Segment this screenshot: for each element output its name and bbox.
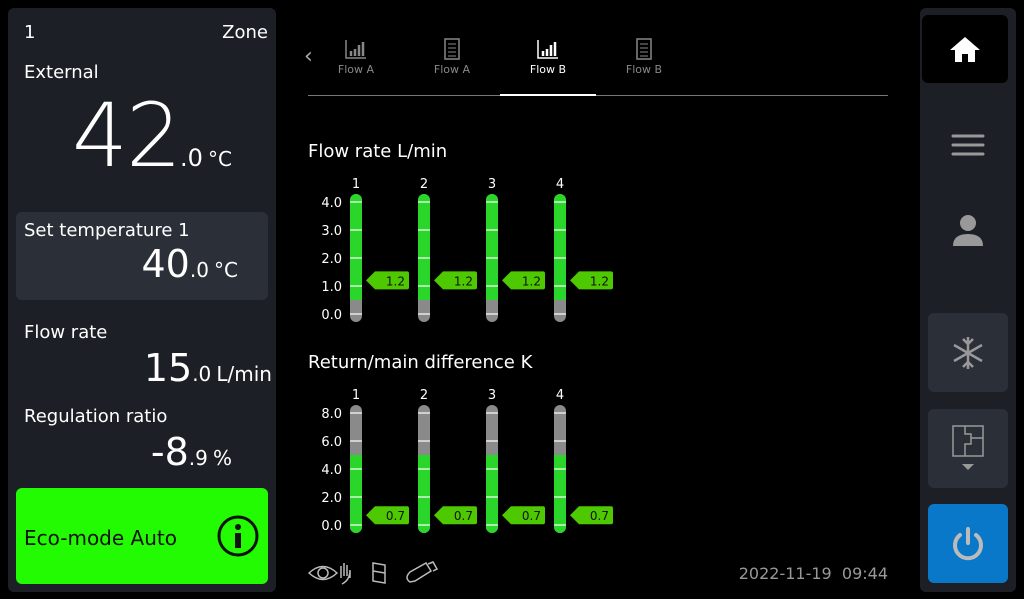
return-difference-chart-title: Return/main difference K [308, 352, 533, 373]
bar-category-label: 1 [352, 388, 360, 403]
tab-label: Flow A [433, 63, 471, 76]
bar-green-range [350, 455, 362, 463]
power-icon [953, 526, 983, 560]
bar-category-label: 3 [488, 177, 496, 192]
nav-floor-plan[interactable] [928, 409, 1008, 488]
bar-green-range [486, 194, 498, 300]
device-icon[interactable] [370, 560, 388, 586]
y-tick-label: 1.0 [321, 280, 342, 295]
flow-rate-chart-title: Flow rate L/min [308, 141, 448, 162]
bar-green-range [418, 194, 430, 300]
value-marker [434, 506, 477, 525]
tab-bar: Flow A Flow A Flow B Flow B [308, 30, 888, 96]
bar-category-label: 4 [556, 388, 564, 403]
bar-category-label: 4 [556, 177, 564, 192]
document-icon [444, 38, 460, 60]
bar-category-label: 2 [420, 177, 428, 192]
floor-plan-icon [952, 424, 984, 470]
value-label: 0.7 [454, 509, 473, 523]
bar-category-label: 2 [420, 388, 428, 403]
flow-rate-value: 15.0 L/min [143, 346, 272, 390]
zone-label: Zone [222, 22, 268, 43]
home-icon [950, 37, 980, 62]
y-tick-label: 0.0 [321, 519, 342, 534]
tab-flow-b-chart[interactable]: Flow B [500, 38, 596, 96]
value-label: 1.2 [590, 274, 609, 288]
bar-green-range [554, 292, 566, 300]
back-chevron-icon[interactable]: ‹ [304, 44, 313, 69]
external-temperature: 42.0 °C [72, 84, 232, 187]
regulation-ratio-label: Regulation ratio [24, 406, 168, 427]
value-label: 1.2 [386, 274, 405, 288]
tab-flow-b-document[interactable]: Flow B [596, 38, 692, 76]
eco-mode-button[interactable]: Eco-mode Auto [16, 488, 268, 584]
bar-green-range [350, 194, 362, 300]
zone-number: 1 [24, 22, 36, 43]
bar-green-range [350, 455, 362, 533]
usb-stick-icon[interactable] [404, 560, 442, 586]
value-label: 0.7 [522, 509, 541, 523]
external-label: External [24, 62, 99, 83]
snowflake-icon [953, 336, 983, 369]
eco-mode-label: Eco-mode Auto [24, 526, 177, 550]
bar-category-label: 1 [352, 177, 360, 192]
document-icon [636, 38, 652, 60]
value-marker [434, 271, 477, 290]
y-tick-label: 2.0 [321, 491, 342, 506]
y-tick-label: 8.0 [321, 407, 342, 422]
tab-flow-a-chart[interactable]: Flow A [308, 38, 404, 76]
regulation-ratio-value: -8.9 % [150, 430, 232, 474]
nav-home[interactable] [922, 15, 1008, 83]
y-tick-label: 2.0 [321, 252, 342, 267]
eye-hand-icon[interactable] [307, 560, 353, 586]
set-temperature-value: 40.0 °C [141, 242, 238, 286]
y-tick-label: 6.0 [321, 435, 342, 450]
set-temperature-button[interactable]: Set temperature 1 40.0 °C [16, 212, 268, 300]
tab-label: Flow B [625, 63, 663, 76]
bar-green-range [486, 455, 498, 533]
value-marker [366, 506, 409, 525]
hamburger-menu-icon [951, 134, 985, 156]
info-icon[interactable] [216, 514, 260, 558]
bar-green-range [418, 455, 430, 463]
bar-green-range [554, 455, 566, 533]
bar-green-range [418, 292, 430, 300]
bar-green-range [554, 194, 566, 300]
date-time: 2022-11-19 09:44 [738, 564, 888, 583]
value-label: 1.2 [522, 274, 541, 288]
set-temperature-label: Set temperature 1 [24, 220, 190, 241]
bar-green-range [554, 455, 566, 463]
tab-flow-a-document[interactable]: Flow A [404, 38, 500, 76]
bar-category-label: 3 [488, 388, 496, 403]
y-tick-label: 0.0 [321, 308, 342, 323]
zone-panel: 1 Zone External 42.0 °C Set temperature … [8, 8, 276, 592]
tab-label: Flow A [337, 63, 375, 76]
value-label: 0.7 [386, 509, 405, 523]
nav-cooling[interactable] [928, 313, 1008, 392]
flow-rate-label: Flow rate [24, 322, 108, 343]
y-tick-label: 4.0 [321, 196, 342, 211]
y-tick-label: 4.0 [321, 463, 342, 478]
value-marker [502, 271, 545, 290]
bar-green-range [350, 292, 362, 300]
bar-chart-icon [537, 40, 558, 59]
side-nav [920, 8, 1016, 592]
value-marker [366, 271, 409, 290]
bar-green-range [486, 292, 498, 300]
bar-chart-icon [345, 40, 366, 59]
value-marker [570, 506, 613, 525]
user-icon [953, 215, 983, 246]
bar-green-range [486, 455, 498, 463]
y-tick-label: 3.0 [321, 224, 342, 239]
value-label: 0.7 [590, 509, 609, 523]
bar-green-range [418, 455, 430, 533]
power-button[interactable] [928, 504, 1008, 583]
value-marker [570, 271, 613, 290]
nav-menu[interactable] [928, 115, 1008, 175]
charts: 0.0 1.0 2.0 3.0 4.0 1 1.2 2 1.2 3 1.2 4 1.2 0.0 2.0 4.0… [321, 177, 613, 534]
value-label: 1.2 [454, 274, 473, 288]
tab-label: Flow B [529, 63, 567, 76]
value-marker [502, 506, 545, 525]
nav-user[interactable] [928, 200, 1008, 260]
